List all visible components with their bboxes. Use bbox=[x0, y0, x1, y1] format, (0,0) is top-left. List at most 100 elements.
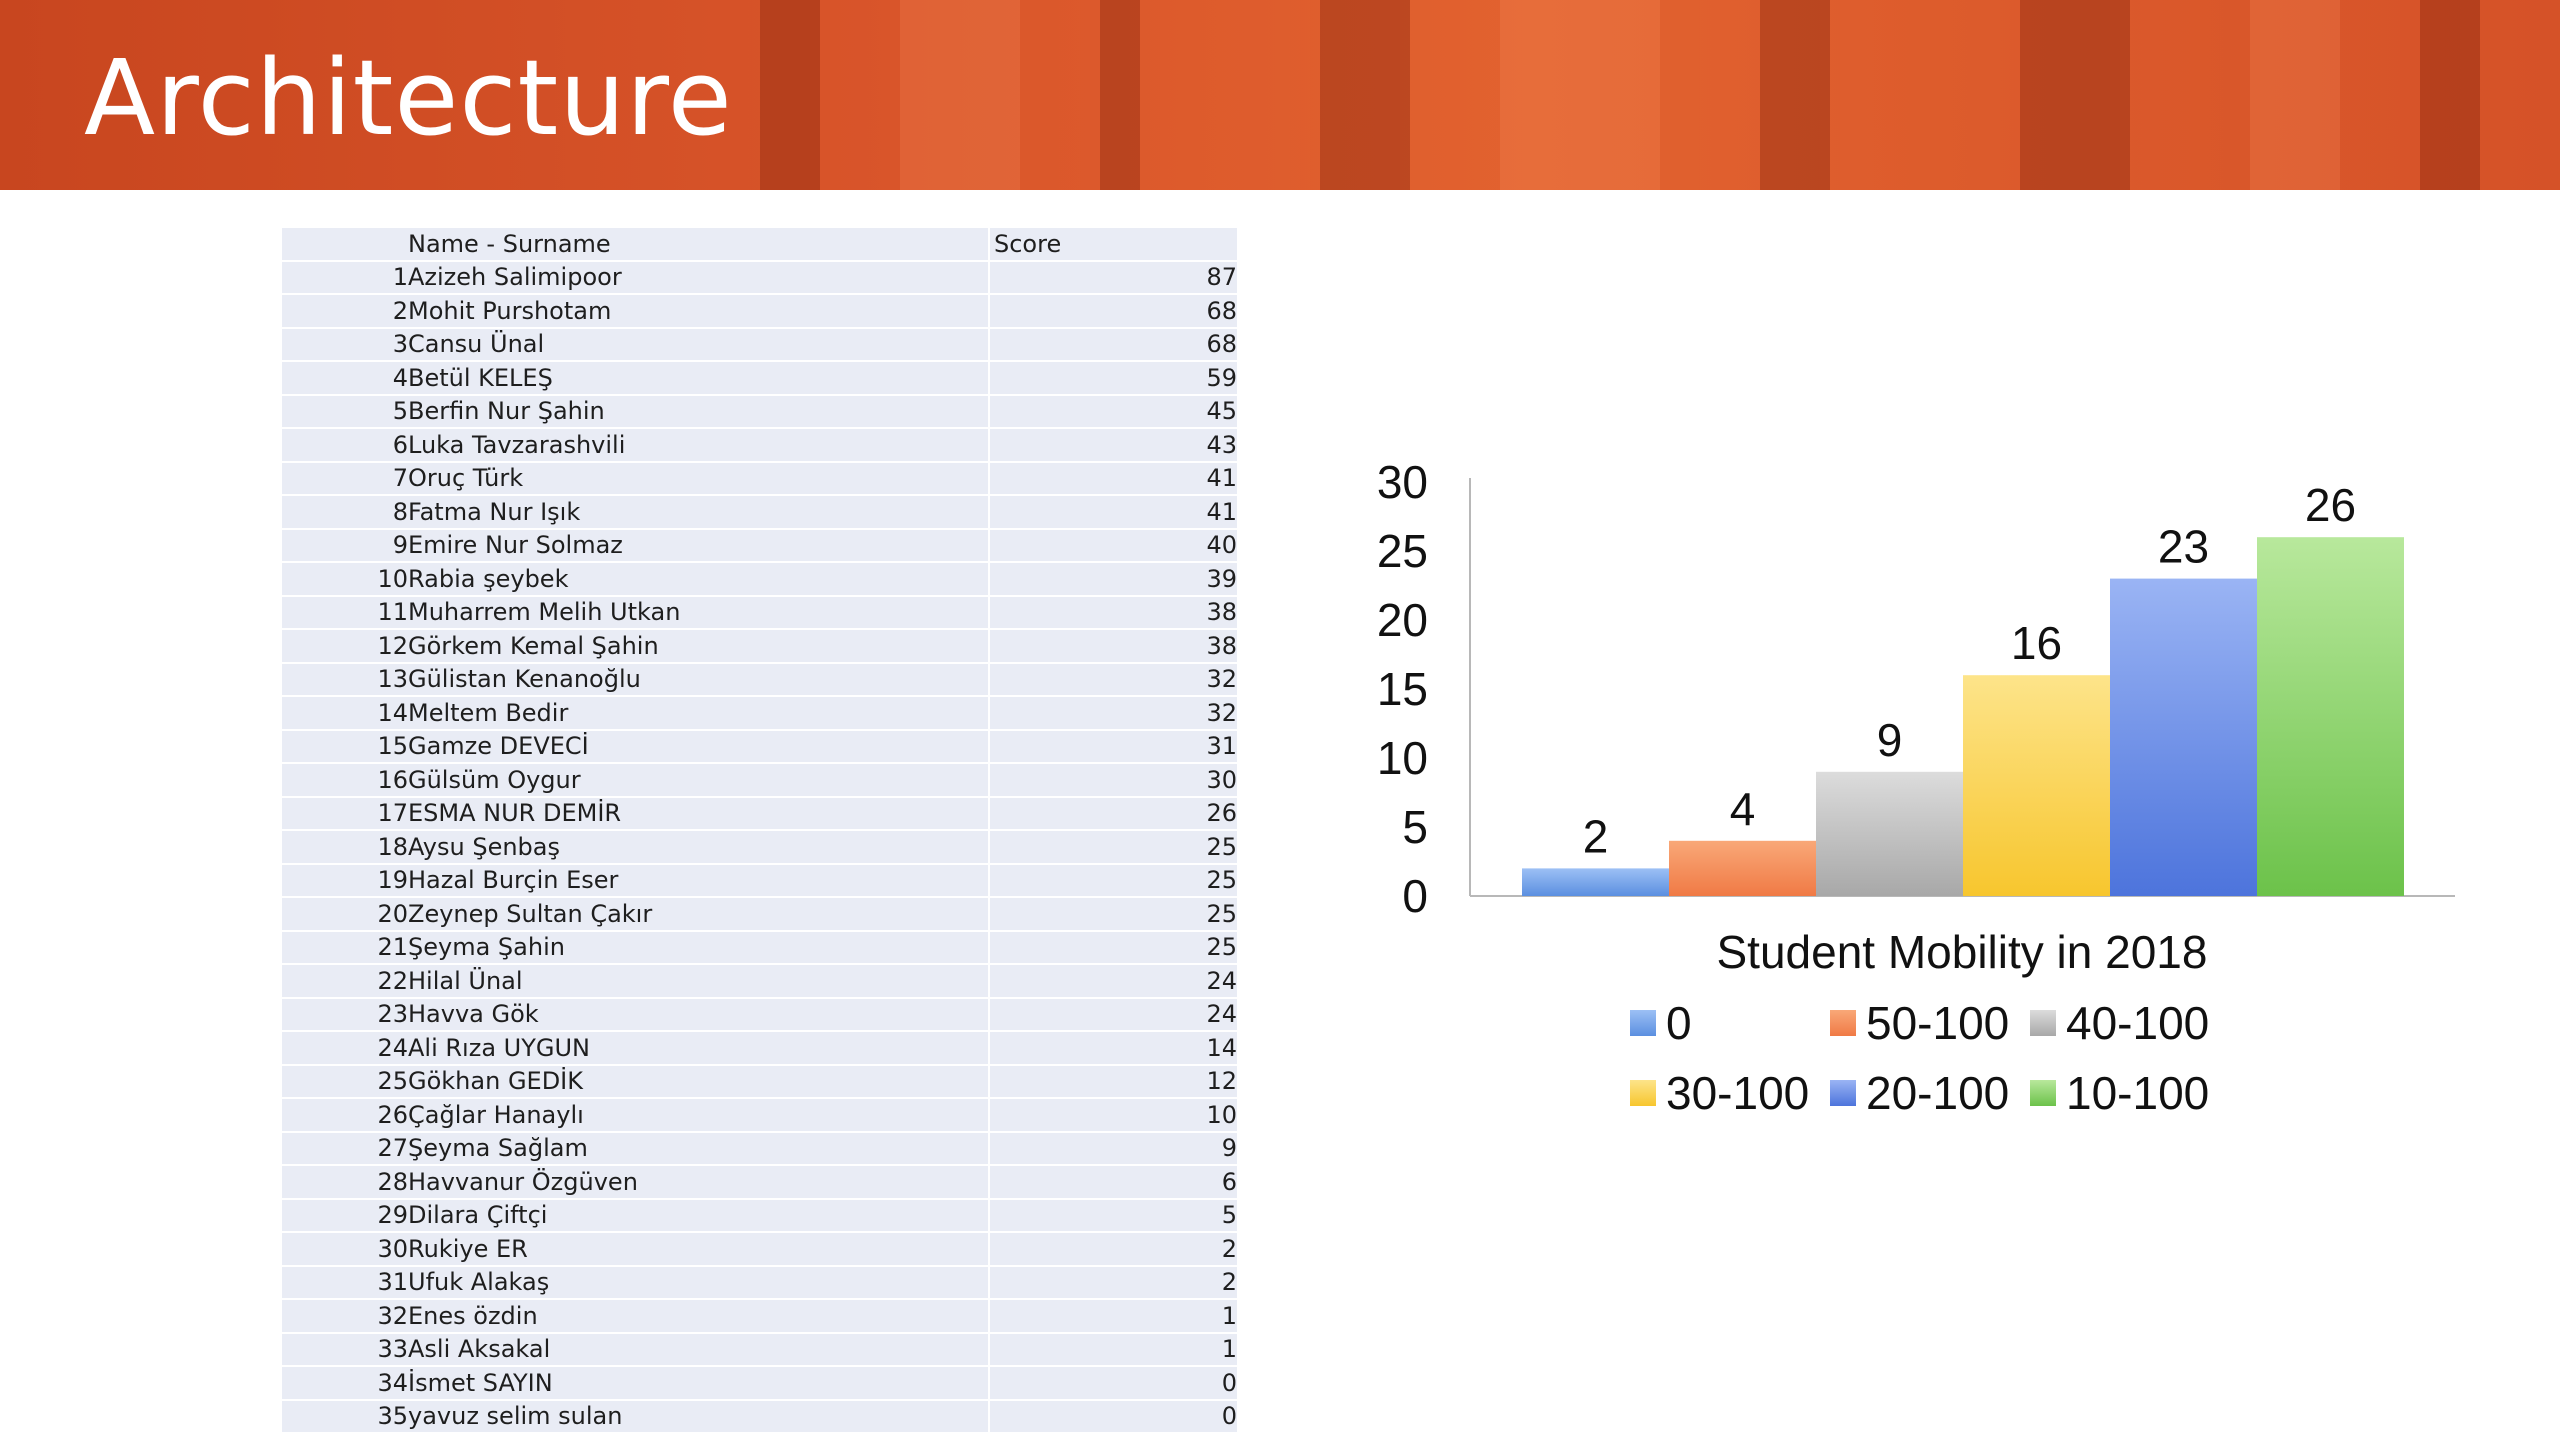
row-number: 20 bbox=[282, 897, 408, 932]
table-row: 10 Rabia şeybek 39 bbox=[282, 562, 1237, 597]
student-score: 31 bbox=[989, 729, 1237, 764]
table-row: 29 Dilara Çiftçi 5 bbox=[282, 1198, 1237, 1233]
row-number: 29 bbox=[282, 1198, 408, 1233]
row-number: 32 bbox=[282, 1299, 408, 1334]
student-name: Dilara Çiftçi bbox=[408, 1198, 990, 1233]
table-row: 19 Hazal Burçin Eser 25 bbox=[282, 863, 1237, 898]
row-number: 12 bbox=[282, 629, 408, 664]
bar-40-100 bbox=[1816, 771, 1963, 896]
legend-swatch bbox=[1630, 1080, 1656, 1106]
table-row: 25 Gökhan GEDİK 12 bbox=[282, 1064, 1237, 1099]
student-score: 26 bbox=[989, 796, 1237, 831]
table-row: 18 Aysu Şenbaş 25 bbox=[282, 830, 1237, 865]
row-number: 25 bbox=[282, 1064, 408, 1099]
row-number: 26 bbox=[282, 1098, 408, 1133]
y-tick-label: 0 bbox=[1402, 870, 1428, 922]
student-name: Ali Rıza UYGUN bbox=[408, 1031, 990, 1066]
student-name: Havva Gök bbox=[408, 997, 990, 1032]
student-score: 41 bbox=[989, 495, 1237, 530]
row-number: 16 bbox=[282, 763, 408, 798]
title-banner: Architecture bbox=[0, 0, 2560, 190]
student-name: Rabia şeybek bbox=[408, 562, 990, 597]
table-row: 11 Muharrem Melih Utkan 38 bbox=[282, 595, 1237, 630]
table-row: 13 Gülistan Kenanoğlu 32 bbox=[282, 662, 1237, 697]
data-label: 16 bbox=[2011, 617, 2062, 669]
table-row: 22 Hilal Ünal 24 bbox=[282, 964, 1237, 999]
legend-label: 30-100 bbox=[1666, 1067, 1810, 1119]
legend-swatch bbox=[2030, 1010, 2056, 1036]
bar-10-100 bbox=[2257, 537, 2404, 896]
legend-label: 10-100 bbox=[2066, 1067, 2210, 1119]
y-tick-label: 5 bbox=[1402, 801, 1428, 853]
legend-swatch bbox=[1830, 1010, 1856, 1036]
student-score: 32 bbox=[989, 696, 1237, 731]
legend-item: 0 bbox=[1630, 997, 1830, 1049]
student-score: 1 bbox=[989, 1332, 1237, 1367]
y-tick-label: 10 bbox=[1377, 732, 1428, 784]
legend-item: 30-100 bbox=[1630, 1067, 1830, 1119]
row-number: 28 bbox=[282, 1165, 408, 1200]
student-name: Azizeh Salimipoor bbox=[408, 260, 990, 295]
student-score: 9 bbox=[989, 1131, 1237, 1166]
table-row: 30 Rukiye ER 2 bbox=[282, 1232, 1237, 1267]
student-score: 1 bbox=[989, 1299, 1237, 1334]
table-row: 26 Çağlar Hanaylı 10 bbox=[282, 1098, 1237, 1133]
legend-label: 50-100 bbox=[1866, 997, 2010, 1049]
data-labels: 2 4 9 16 23 26 bbox=[1583, 479, 2356, 862]
student-name: Betül KELEŞ bbox=[408, 361, 990, 396]
table-row: 23 Havva Gök 24 bbox=[282, 997, 1237, 1032]
table-row: 12 Görkem Kemal Şahin 38 bbox=[282, 629, 1237, 664]
table-row: 35 yavuz selim sulan 0 bbox=[282, 1399, 1237, 1434]
chart-legend: 0 50-100 40-100 30-100 20-100 10-100 bbox=[1630, 997, 2230, 1119]
row-number: 33 bbox=[282, 1332, 408, 1367]
row-number: 3 bbox=[282, 327, 408, 362]
legend-item: 20-100 bbox=[1830, 1067, 2030, 1119]
table-row: 6 Luka Tavzarashvili 43 bbox=[282, 428, 1237, 463]
legend-item: 40-100 bbox=[2030, 997, 2230, 1049]
row-number: 19 bbox=[282, 863, 408, 898]
student-score: 5 bbox=[989, 1198, 1237, 1233]
table-row: 27 Şeyma Sağlam 9 bbox=[282, 1131, 1237, 1166]
student-score: 68 bbox=[989, 327, 1237, 362]
row-number: 14 bbox=[282, 696, 408, 731]
name-column-header: Name - Surname bbox=[408, 228, 990, 262]
student-score: 30 bbox=[989, 763, 1237, 798]
student-name: İsmet SAYIN bbox=[408, 1366, 990, 1401]
row-number: 13 bbox=[282, 662, 408, 697]
student-score: 38 bbox=[989, 595, 1237, 630]
student-score: 24 bbox=[989, 964, 1237, 999]
student-name: Çağlar Hanaylı bbox=[408, 1098, 990, 1133]
row-number: 17 bbox=[282, 796, 408, 831]
bar-20-100 bbox=[2110, 578, 2257, 896]
row-number: 30 bbox=[282, 1232, 408, 1267]
legend-item: 50-100 bbox=[1830, 997, 2030, 1049]
row-number: 18 bbox=[282, 830, 408, 865]
table-row: 15 Gamze DEVECİ 31 bbox=[282, 729, 1237, 764]
row-number: 7 bbox=[282, 461, 408, 496]
student-name: Hilal Ünal bbox=[408, 964, 990, 999]
table-row: 4 Betül KELEŞ 59 bbox=[282, 361, 1237, 396]
data-label: 9 bbox=[1877, 714, 1903, 766]
table-row: 9 Emire Nur Solmaz 40 bbox=[282, 528, 1237, 563]
student-name: Havvanur Özgüven bbox=[408, 1165, 990, 1200]
data-label: 23 bbox=[2158, 521, 2209, 573]
bars bbox=[1522, 537, 2404, 896]
student-name: Gökhan GEDİK bbox=[408, 1064, 990, 1099]
table-row: 1 Azizeh Salimipoor 87 bbox=[282, 260, 1237, 295]
legend-swatch bbox=[1830, 1080, 1856, 1106]
legend-label: 0 bbox=[1666, 997, 1692, 1049]
student-name: Gamze DEVECİ bbox=[408, 729, 990, 764]
table-row: 24 Ali Rıza UYGUN 14 bbox=[282, 1031, 1237, 1066]
student-score: 41 bbox=[989, 461, 1237, 496]
table-row: 32 Enes özdin 1 bbox=[282, 1299, 1237, 1334]
student-name: Emire Nur Solmaz bbox=[408, 528, 990, 563]
student-score: 0 bbox=[989, 1366, 1237, 1401]
table-row: 34 İsmet SAYIN 0 bbox=[282, 1366, 1237, 1401]
row-number: 8 bbox=[282, 495, 408, 530]
student-score: 43 bbox=[989, 428, 1237, 463]
student-name: Enes özdin bbox=[408, 1299, 990, 1334]
y-tick-label: 20 bbox=[1377, 594, 1428, 646]
student-score: 38 bbox=[989, 629, 1237, 664]
row-number: 24 bbox=[282, 1031, 408, 1066]
student-name: Şeyma Şahin bbox=[408, 930, 990, 965]
